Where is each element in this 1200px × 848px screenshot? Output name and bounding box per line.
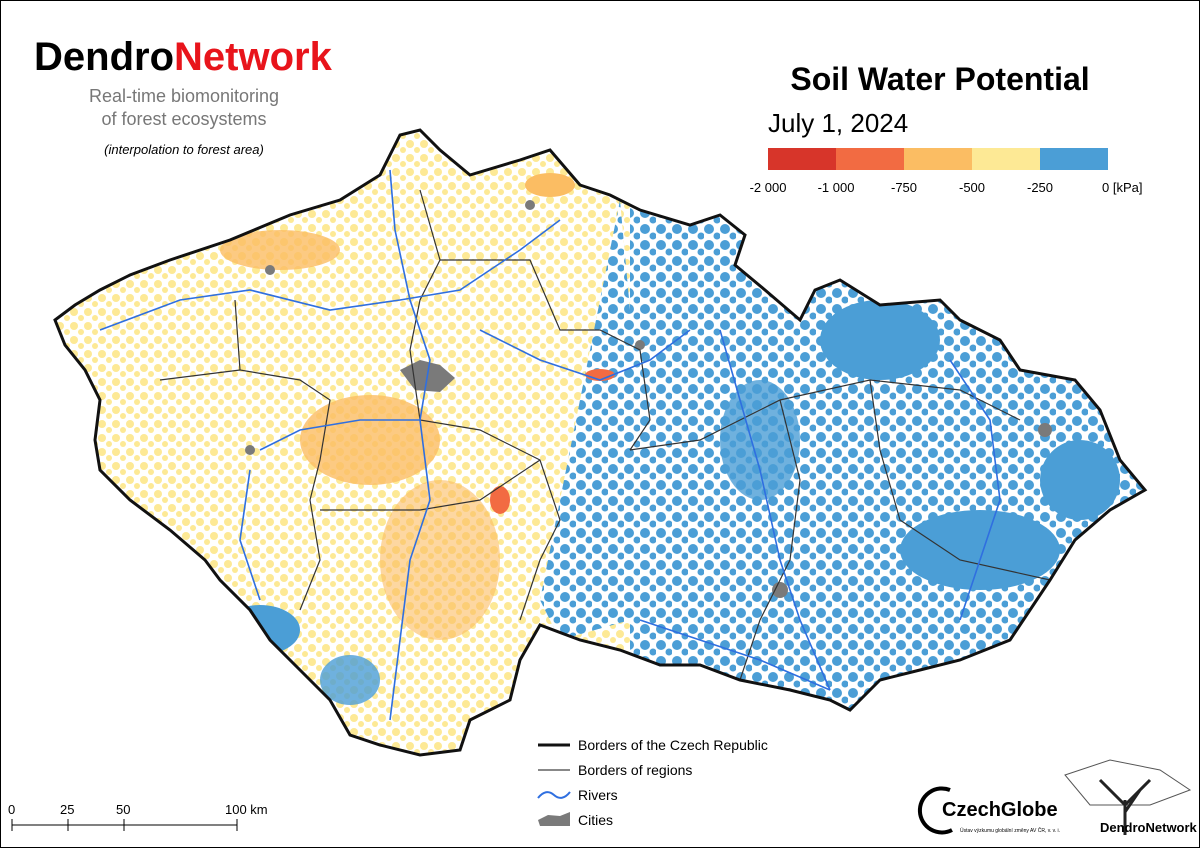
legend: Borders of the Czech Republic Borders of… [537, 737, 768, 828]
brand-part: Network [174, 35, 333, 79]
logo-text: DendroNetwork [1100, 820, 1198, 835]
country-border [53, 128, 1148, 757]
scale-swatch [972, 148, 1040, 170]
scale-swatch [836, 148, 904, 170]
scale-swatch [768, 148, 836, 170]
scale-label: 0 [8, 802, 15, 817]
legend-label: Borders of the Czech Republic [578, 737, 768, 753]
logo-subtext: Ústav výzkumu globální změny AV ČR, v. v… [960, 827, 1060, 834]
czechglobe-logo: CzechGlobe Ústav výzkumu globální změny … [917, 786, 1060, 835]
dendronetwork-logo: DendroNetwork [1064, 759, 1198, 835]
scale-label: 50 [116, 802, 130, 817]
brand-part: Dendro [34, 35, 174, 79]
scale-label: 100 km [225, 802, 268, 817]
subtitle: of forest ecosystems [101, 109, 266, 129]
legend-label: Rivers [578, 787, 618, 803]
map-date: July 1, 2024 [768, 108, 908, 138]
brand-title: DendroNetwork [34, 35, 333, 79]
scale-bar: 0 25 50 100 km [8, 802, 268, 831]
legend-label: Borders of regions [578, 762, 692, 778]
scale-label: 0 [kPa] [1102, 180, 1142, 195]
scale-label: -2 000 [750, 180, 787, 195]
scale-label: -500 [959, 180, 985, 195]
scale-label: -250 [1027, 180, 1053, 195]
color-scale: -2 000 -1 000 -750 -500 -250 0 [kPa] [750, 148, 1142, 195]
scale-swatch [1040, 148, 1108, 170]
logo-text: CzechGlobe [942, 799, 1058, 821]
subtitle: Real-time biomonitoring [89, 86, 279, 106]
scale-label: -1 000 [818, 180, 855, 195]
note: (interpolation to forest area) [104, 142, 264, 157]
legend-label: Cities [578, 812, 613, 828]
scale-label: 25 [60, 802, 74, 817]
scale-swatch [904, 148, 972, 170]
scale-label: -750 [891, 180, 917, 195]
map-title: Soil Water Potential [790, 61, 1089, 97]
